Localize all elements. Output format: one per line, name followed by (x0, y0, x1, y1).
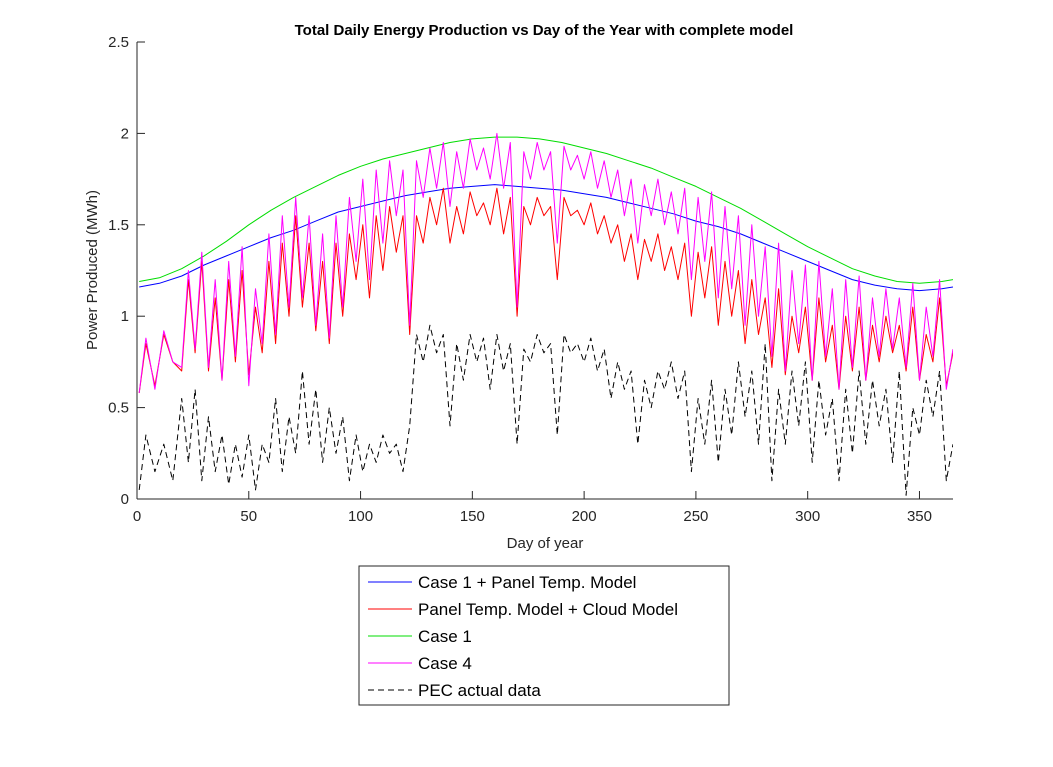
legend-label-1: Case 1 + Panel Temp. Model (418, 573, 636, 592)
y-tick-label: 0.5 (108, 400, 129, 417)
legend-label-5: PEC actual data (418, 681, 541, 700)
x-tick-label: 250 (683, 508, 708, 525)
x-tick-label: 0 (133, 508, 141, 525)
legend-label-4: Case 4 (418, 654, 472, 673)
x-tick-labels: 0 50 100 150 200 250 300 350 (133, 508, 932, 525)
y-axis-label: Power Produced (MWh) (84, 190, 101, 350)
axes-layer (136, 41, 953, 500)
x-tick-label: 200 (572, 508, 597, 525)
plot-area: 0 50 100 150 200 250 300 350 0 0.5 1 1.5 2 2.5 (108, 34, 953, 525)
chart-title: Total Daily Energy Production vs Day of … (295, 22, 794, 39)
x-tick-label: 150 (460, 508, 485, 525)
y-tick-label: 1 (121, 308, 129, 325)
y-tick-label: 2.5 (108, 34, 129, 51)
x-tick-label: 300 (795, 508, 820, 525)
y-tick-label: 0 (121, 491, 129, 508)
x-axis-label: Day of year (507, 535, 584, 552)
legend-box (358, 565, 730, 706)
x-tick-label: 100 (348, 508, 373, 525)
x-tick-label: 350 (907, 508, 932, 525)
series-line-1 (139, 184, 953, 292)
x-tick-label: 50 (240, 508, 257, 525)
legend-label-3: Case 1 (418, 627, 472, 646)
legend: Case 1 + Panel Temp. Model Panel Temp. Mo… (358, 565, 730, 706)
y-tick-labels: 0 0.5 1 1.5 2 2.5 (108, 34, 129, 508)
y-tick-label: 1.5 (108, 217, 129, 234)
legend-label-2: Panel Temp. Model + Cloud Model (418, 600, 678, 619)
legend-items: Case 1 + Panel Temp. Model Panel Temp. Mo… (368, 573, 678, 700)
series-line-4 (138, 132, 953, 394)
series-line-2 (138, 187, 953, 394)
y-tick-label: 2 (121, 125, 129, 142)
series-layer (138, 132, 953, 496)
series-line-3 (139, 136, 953, 284)
series-line-5 (138, 324, 953, 496)
